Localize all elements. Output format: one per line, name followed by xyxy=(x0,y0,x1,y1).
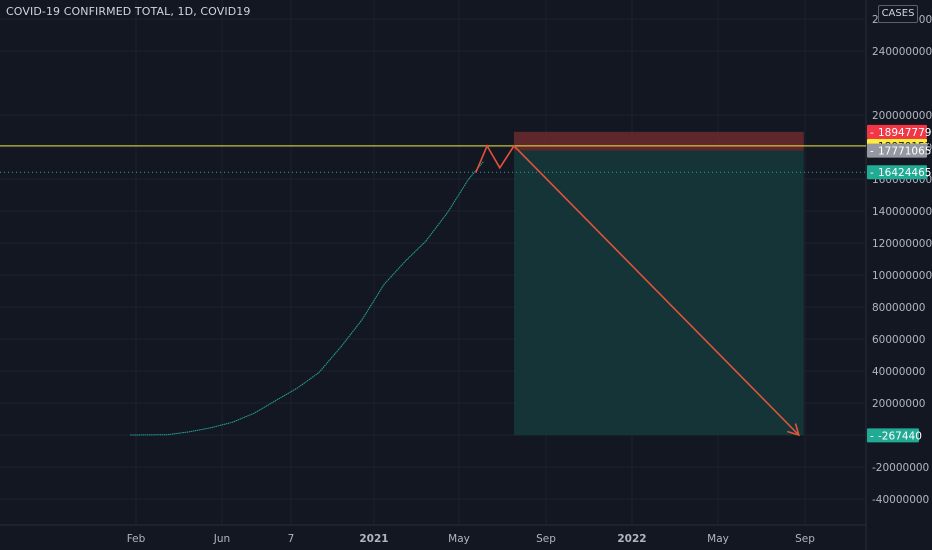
price-label-dash: - xyxy=(870,430,874,442)
price-label-dash: - xyxy=(870,167,874,179)
price-label: -189477799 xyxy=(867,124,932,139)
price-label-box xyxy=(867,428,919,443)
price-label-box xyxy=(867,124,927,139)
x-tick-label: May xyxy=(448,533,470,545)
pattern-line xyxy=(475,144,800,436)
price-label-box xyxy=(867,143,927,158)
y-tick-label: 60000000 xyxy=(872,334,925,346)
price-label: - -267440 xyxy=(867,428,922,443)
price-label: -177710654 xyxy=(867,143,932,158)
chart-title: COVID-19 CONFIRMED TOTAL, 1D, COVID19 xyxy=(6,5,251,18)
price-label: -164244659 xyxy=(867,165,932,180)
price-label-text: -267440 xyxy=(878,430,922,442)
y-tick-label: 40000000 xyxy=(872,366,925,378)
y-tick-label: 240000000 xyxy=(872,46,932,58)
price-label-box xyxy=(867,165,927,180)
y-tick-label: 140000000 xyxy=(872,206,932,218)
price-label-text: 189477799 xyxy=(878,127,932,139)
x-tick-label: 7 xyxy=(288,533,295,545)
x-tick-label: 2022 xyxy=(617,533,646,545)
price-label-text: 177710654 xyxy=(878,146,932,158)
x-tick-label: 2021 xyxy=(359,533,388,545)
x-tick-label: Feb xyxy=(127,533,146,545)
arrow-head xyxy=(787,423,800,437)
series-line xyxy=(130,161,484,436)
y-tick-label: 20000000 xyxy=(872,398,925,410)
x-tick-label: May xyxy=(707,533,729,545)
x-tick-label: Sep xyxy=(536,533,556,545)
stop-zone xyxy=(513,131,804,151)
price-label-dash: - xyxy=(870,127,874,139)
y-tick-label: 100000000 xyxy=(872,270,932,282)
y-tick-label: 200000000 xyxy=(872,110,932,122)
price-label-dash: - xyxy=(870,146,874,158)
price-label-text: 164244659 xyxy=(878,167,932,179)
y-tick-label: 80000000 xyxy=(872,302,925,314)
x-tick-label: Sep xyxy=(795,533,815,545)
y-tick-label: 120000000 xyxy=(872,238,932,250)
y-tick-label: -20000000 xyxy=(872,462,929,474)
x-tick-label: Jun xyxy=(213,533,230,545)
cases-scale-button[interactable]: CASES xyxy=(878,5,918,23)
y-tick-label: -40000000 xyxy=(872,494,929,506)
